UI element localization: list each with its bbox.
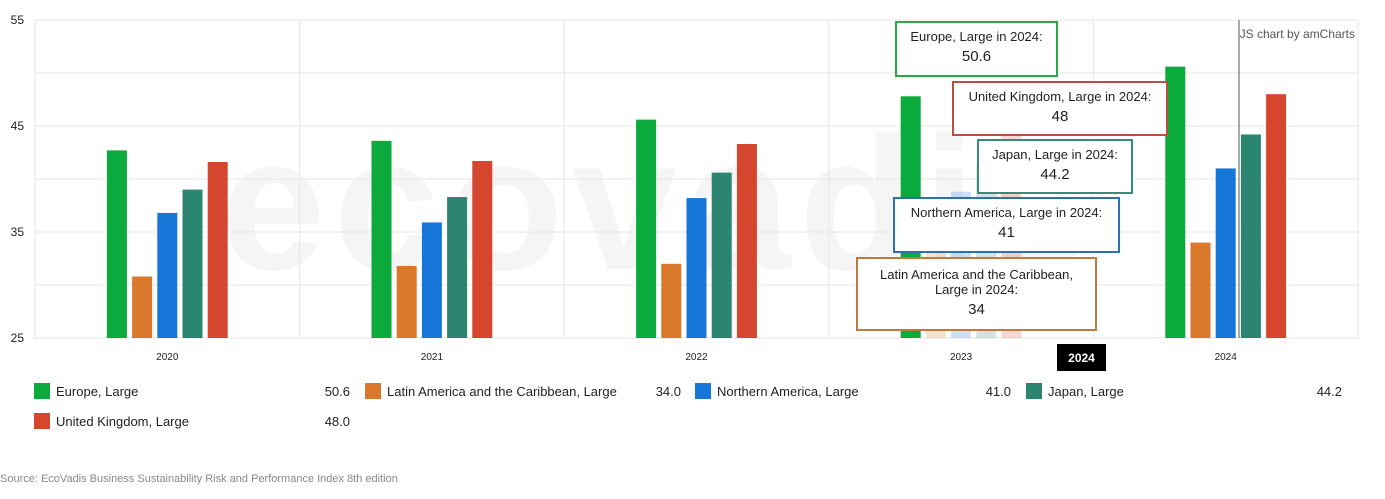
bar xyxy=(106,150,127,338)
tooltip-europe-value: 50.6 xyxy=(961,48,992,65)
bar xyxy=(371,140,392,338)
bar xyxy=(1190,242,1211,338)
x-tick-label: 2024 xyxy=(1215,352,1238,363)
x-tick-label: 2022 xyxy=(685,352,708,363)
tooltip-namerica-label: Northern America, Large in 2024: xyxy=(910,205,1103,220)
legend-value-europe: 50.6 xyxy=(324,384,350,399)
tooltip-latam-value: 34 xyxy=(968,301,985,318)
legend-item-namerica[interactable]: Northern America, Large xyxy=(695,381,859,401)
bar xyxy=(396,265,417,338)
x-tick-label: 2020 xyxy=(156,352,179,363)
tooltip-latam: Latin America and the Caribbean, Large i… xyxy=(856,257,1097,331)
bar xyxy=(1165,66,1186,338)
tooltip-uk: United Kingdom, Large in 2024: 48 xyxy=(952,81,1168,136)
tooltip-japan-value: 44.2 xyxy=(1040,166,1070,183)
bar xyxy=(1240,134,1261,338)
legend-swatch-europe xyxy=(34,383,50,399)
legend-item-europe[interactable]: Europe, Large xyxy=(34,381,138,401)
legend-swatch-latam xyxy=(365,383,381,399)
x-tick-label: 2023 xyxy=(950,352,973,363)
legend-swatch-namerica xyxy=(695,383,711,399)
bar xyxy=(636,119,657,338)
legend: Europe, Large 50.6 Latin America and the… xyxy=(34,380,1374,440)
bar xyxy=(1266,94,1287,338)
legend-label-japan: Japan, Large xyxy=(1048,383,1124,399)
legend-label-latam: Latin America and the Caribbean, Large xyxy=(387,383,617,399)
legend-item-japan[interactable]: Japan, Large xyxy=(1026,381,1124,401)
tooltip-europe: Europe, Large in 2024: 50.6 xyxy=(895,21,1058,77)
tooltip-japan-label: Japan, Large in 2024: xyxy=(992,147,1118,162)
bar xyxy=(207,162,228,338)
cursor-x-label: 2024 xyxy=(1057,344,1106,371)
bar xyxy=(157,212,178,338)
y-tick-label: 35 xyxy=(11,225,25,239)
legend-item-uk[interactable]: United Kingdom, Large xyxy=(34,411,189,431)
legend-label-namerica: Northern America, Large xyxy=(717,383,859,399)
bar xyxy=(421,222,442,338)
y-tick-label: 25 xyxy=(11,331,25,345)
bar xyxy=(711,172,732,338)
bar xyxy=(447,197,468,338)
legend-item-latam[interactable]: Latin America and the Caribbean, Large xyxy=(365,381,617,401)
tooltip-latam-label: Latin America and the Caribbean, Large i… xyxy=(880,267,1073,297)
tooltip-europe-label: Europe, Large in 2024: xyxy=(910,29,1043,44)
bar xyxy=(736,144,757,338)
chart-credit[interactable]: JS chart by amCharts xyxy=(1239,27,1355,41)
source-note: Source: EcoVadis Business Sustainability… xyxy=(0,473,398,485)
bar xyxy=(132,276,153,338)
legend-swatch-japan xyxy=(1026,383,1042,399)
legend-value-japan: 44.2 xyxy=(1316,384,1342,399)
bar xyxy=(661,263,682,338)
legend-value-namerica: 41.0 xyxy=(985,384,1011,399)
legend-value-uk: 48.0 xyxy=(324,414,350,429)
bar xyxy=(686,198,707,338)
tooltip-uk-value: 48 xyxy=(1051,108,1069,125)
bar xyxy=(1215,168,1236,338)
bar-chart: 25 35 45 55 2020 2021 2022 2023 2024 xyxy=(11,13,1359,363)
y-tick-label: 45 xyxy=(11,119,25,133)
bar xyxy=(182,189,203,338)
tooltip-namerica: Northern America, Large in 2024: 41 xyxy=(893,197,1120,253)
legend-swatch-uk xyxy=(34,413,50,429)
tooltip-japan: Japan, Large in 2024: 44.2 xyxy=(977,139,1133,194)
tooltip-uk-label: United Kingdom, Large in 2024: xyxy=(968,89,1152,104)
legend-label-europe: Europe, Large xyxy=(56,383,139,399)
tooltip-namerica-value: 41 xyxy=(998,224,1015,241)
x-tick-label: 2021 xyxy=(421,352,444,363)
y-tick-label: 55 xyxy=(11,13,25,27)
legend-value-latam: 34.0 xyxy=(655,384,681,399)
bar xyxy=(472,160,493,338)
legend-label-uk: United Kingdom, Large xyxy=(56,413,189,429)
